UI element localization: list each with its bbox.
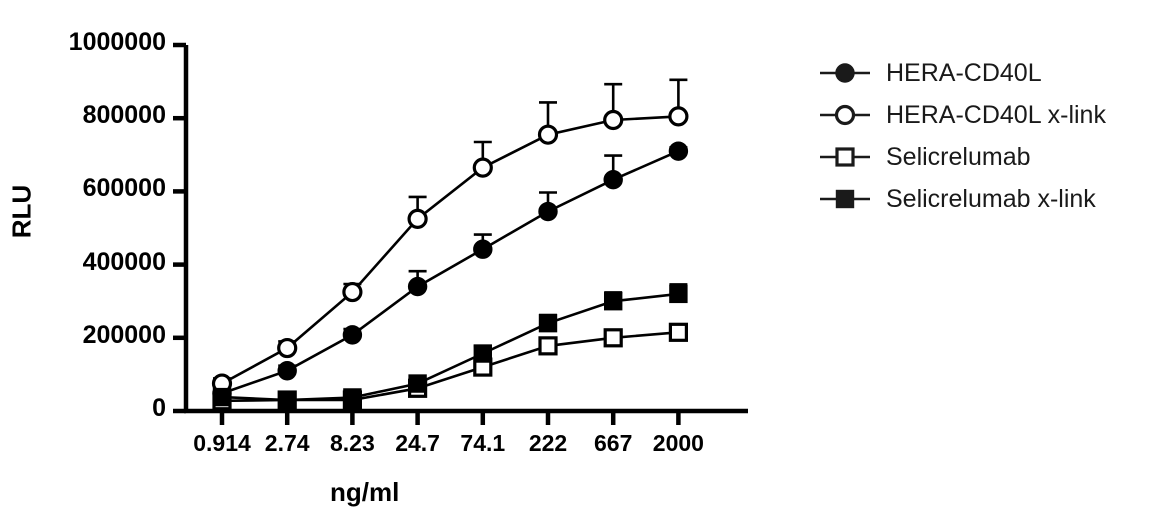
y-tick-label-2: 400000 [82,247,166,276]
marker-open-circle [603,109,624,131]
series-line [221,115,679,385]
legend-marker-open-square-icon [818,142,872,172]
y-tick-label-5: 1000000 [68,28,166,56]
series-hera-cd40l-x-link [211,78,689,394]
marker-filled-circle [277,361,297,381]
legend-item-2[interactable]: Selicrelumab [818,136,1175,178]
y-tick-label-0: 0 [152,394,166,422]
marker-open-square [668,322,689,342]
x-tick-label-7: 2000 [652,430,704,456]
legend-marker-filled-circle-icon [818,58,872,88]
y-tick-label-4: 800000 [82,101,166,130]
legend-item-label: HERA-CD40L [886,58,1042,87]
marker-filled-circle [473,239,493,259]
marker-open-square [538,336,558,356]
legend-item-label: HERA-CD40L x-link [886,100,1106,129]
x-tick-label-6: 667 [594,430,633,456]
series-line [221,149,679,395]
x-tick-label-4: 74.1 [460,430,506,456]
axis-group [173,42,748,425]
marker-filled-square [538,313,558,333]
chart-figure: RLU ng/ml 0 200000 400000 600000 800000 10000… [6,28,748,507]
plot-canvas [173,42,748,425]
legend-item-0[interactable]: HERA-CD40L [818,52,1175,94]
marker-filled-square [669,284,688,304]
series-hera-cd40l [212,141,689,404]
marker-filled-circle [603,169,623,190]
x-tick-label-3: 24.7 [395,430,440,456]
x-axis-title: ng/ml [330,477,400,507]
legend-item-3[interactable]: Selicrelumab x-link [818,178,1175,220]
marker-open-circle [342,281,363,303]
marker-filled-square [604,292,623,311]
x-tick-label-1: 2.74 [264,430,310,456]
marker-filled-square [473,344,492,363]
y-tick-label-3: 600000 [82,174,166,203]
marker-filled-circle [342,325,363,345]
x-tick-label-5: 222 [528,430,568,456]
marker-filled-circle [538,201,558,222]
marker-filled-square [408,374,427,393]
chart-legend: HERA-CD40L HERA-CD40L x-link Selicrelumab S… [818,52,1175,220]
y-tick-label-1: 200000 [82,320,166,349]
legend-marker-filled-square-icon [818,184,872,214]
legend-item-1[interactable]: HERA-CD40L x-link [818,94,1175,136]
legend-marker-open-circle-icon [818,100,872,130]
marker-open-circle [834,104,856,126]
y-axis-title: RLU [6,184,37,239]
marker-open-circle [407,208,428,229]
series-selicrelumab-x-link [212,283,688,410]
legend-item-label: Selicrelumab x-link [886,184,1096,213]
marker-open-square [603,328,623,348]
marker-filled-circle [407,276,428,297]
marker-filled-square [278,390,297,410]
marker-filled-circle [835,63,855,83]
x-tick-label-0: 0.914 [193,430,251,456]
marker-filled-square [343,388,362,407]
series-line [221,292,679,402]
marker-open-circle [277,337,298,359]
marker-open-circle [537,124,559,145]
marker-open-circle [668,106,689,127]
marker-open-square [835,147,855,167]
legend-item-label: Selicrelumab [886,142,1031,171]
x-tick-label-2: 8.23 [330,430,375,456]
marker-filled-circle [668,141,689,161]
marker-filled-square [835,189,855,209]
marker-open-circle [472,157,493,178]
marker-filled-square [212,387,232,407]
